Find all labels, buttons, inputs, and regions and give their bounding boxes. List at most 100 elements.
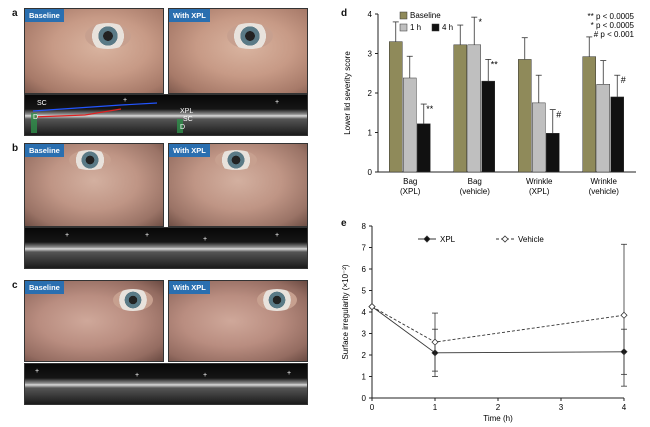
tag-with-xpl: With XPL xyxy=(169,281,210,294)
x-tick-label: (XPL) xyxy=(529,187,550,196)
oct-marker-d: D xyxy=(33,114,39,121)
y-tick-label: 3 xyxy=(362,330,367,339)
bar-baseline xyxy=(389,41,403,173)
y-tick-label: 5 xyxy=(362,287,367,296)
y-tick-label: 4 xyxy=(362,308,367,317)
tag-with-xpl: With XPL xyxy=(169,144,210,157)
significance-legend-entry: ** p < 0.0005 xyxy=(588,12,635,21)
series-line-xpl xyxy=(371,306,625,354)
significance-marker: ** xyxy=(426,104,434,114)
oct-marker-plus: + xyxy=(145,232,150,239)
x-tick-label: 2 xyxy=(496,403,501,412)
tag-baseline: Baseline xyxy=(25,9,64,22)
oct-marker-plus: + xyxy=(65,232,70,239)
legend-marker xyxy=(501,235,509,243)
oct-marker-plus: + xyxy=(275,232,280,239)
bar-baseline xyxy=(453,44,467,173)
y-axis-label: Surface irregularity (×10⁻²) xyxy=(341,264,350,359)
oct-marker-plus: + xyxy=(123,97,128,104)
bar-4-h xyxy=(417,123,431,173)
oct-marker-plus: + xyxy=(275,99,280,106)
legend-label: Baseline xyxy=(410,11,441,20)
bar-1-h xyxy=(596,84,610,173)
tag-with-xpl: With XPL xyxy=(169,9,210,22)
oct-marker-plus: + xyxy=(35,368,40,375)
legend-swatch xyxy=(431,23,440,32)
bar-1-h xyxy=(467,44,481,173)
significance-marker: # xyxy=(556,110,561,120)
eye-image xyxy=(69,150,111,170)
y-tick-label: 0 xyxy=(362,394,367,403)
line-chart-surface-irregularity: 0 1 2 3 4 5 6 7 8 0 1 2 3 4 Time (h) Surface irregulari… xyxy=(341,222,628,423)
photo-b-with-xpl: With XPL xyxy=(168,143,308,227)
x-tick-label: (vehicle) xyxy=(460,187,491,196)
oct-marker-plus: + xyxy=(135,372,140,379)
legend-marker xyxy=(423,235,431,243)
data-point-vehicle xyxy=(620,311,628,319)
y-tick-label: 2 xyxy=(368,89,373,98)
x-tick-label: Bag xyxy=(468,177,482,186)
y-tick-label: 2 xyxy=(362,351,367,360)
data-point-vehicle xyxy=(431,338,439,346)
x-tick-label: Wrinkle xyxy=(590,177,617,186)
oct-marker-sc: SC xyxy=(183,116,193,123)
x-tick-label: 0 xyxy=(370,403,375,412)
oct-scan-b: + + + + xyxy=(24,227,308,269)
x-tick-label: Wrinkle xyxy=(526,177,553,186)
y-tick-label: 1 xyxy=(368,129,373,138)
bar-4-h xyxy=(481,80,495,173)
oct-marker-d: D xyxy=(180,124,186,131)
significance-legend-entry: * p < 0.0005 xyxy=(591,21,635,30)
significance-marker: * xyxy=(478,17,482,27)
panel-label-e: e xyxy=(341,218,347,229)
x-tick-label: 1 xyxy=(433,403,438,412)
eye-image xyxy=(257,289,297,311)
oct-marker-plus: + xyxy=(203,372,208,379)
photo-b-baseline: Baseline xyxy=(24,143,164,227)
legend-label: XPL xyxy=(440,235,456,244)
data-point-vehicle xyxy=(368,303,376,311)
panel-label-c: c xyxy=(12,280,18,291)
y-tick-label: 0 xyxy=(368,168,373,177)
x-tick-label: 4 xyxy=(622,403,627,412)
eye-image xyxy=(215,150,257,170)
bar-4-h xyxy=(610,96,624,173)
photo-a-with-xpl: With XPL xyxy=(168,8,308,94)
y-tick-label: 4 xyxy=(368,10,373,19)
photo-c-with-xpl: With XPL xyxy=(168,280,308,362)
y-axis-label: Lower lid severity score xyxy=(343,51,352,135)
oct-marker-sc: SC xyxy=(37,100,47,107)
x-axis-label: Time (h) xyxy=(483,414,513,423)
oct-marker-plus: + xyxy=(203,236,208,243)
eye-image xyxy=(85,23,131,49)
panel-label-d: d xyxy=(341,8,348,19)
tag-baseline: Baseline xyxy=(25,144,64,157)
legend-swatch xyxy=(399,23,408,32)
legend-swatch xyxy=(399,11,408,20)
bar-baseline xyxy=(582,56,596,173)
photo-a-baseline: Baseline xyxy=(24,8,164,94)
bar-1-h xyxy=(532,102,546,173)
panel-label-a: a xyxy=(12,8,18,19)
y-tick-label: 1 xyxy=(362,373,367,382)
photo-c-baseline: Baseline xyxy=(24,280,164,362)
eye-image xyxy=(227,23,273,49)
y-tick-label: 8 xyxy=(362,222,367,231)
y-tick-label: 6 xyxy=(362,265,367,274)
series-line-vehicle xyxy=(371,306,625,343)
bar-4-h xyxy=(546,133,560,173)
significance-legend-entry: # p < 0.001 xyxy=(594,30,635,39)
x-tick-label: 3 xyxy=(559,403,564,412)
y-tick-label: 3 xyxy=(368,50,373,59)
oct-marker-plus: + xyxy=(287,370,292,377)
oct-scan-c: + + + + xyxy=(24,363,308,405)
tag-baseline: Baseline xyxy=(25,281,64,294)
x-tick-label: (XPL) xyxy=(400,187,421,196)
legend-label: 4 h xyxy=(442,23,453,32)
significance-marker: # xyxy=(621,75,626,85)
panel-label-b: b xyxy=(12,143,19,154)
x-tick-label: (vehicle) xyxy=(589,187,620,196)
oct-annotation-overlay xyxy=(31,102,183,133)
y-tick-label: 7 xyxy=(362,244,367,253)
